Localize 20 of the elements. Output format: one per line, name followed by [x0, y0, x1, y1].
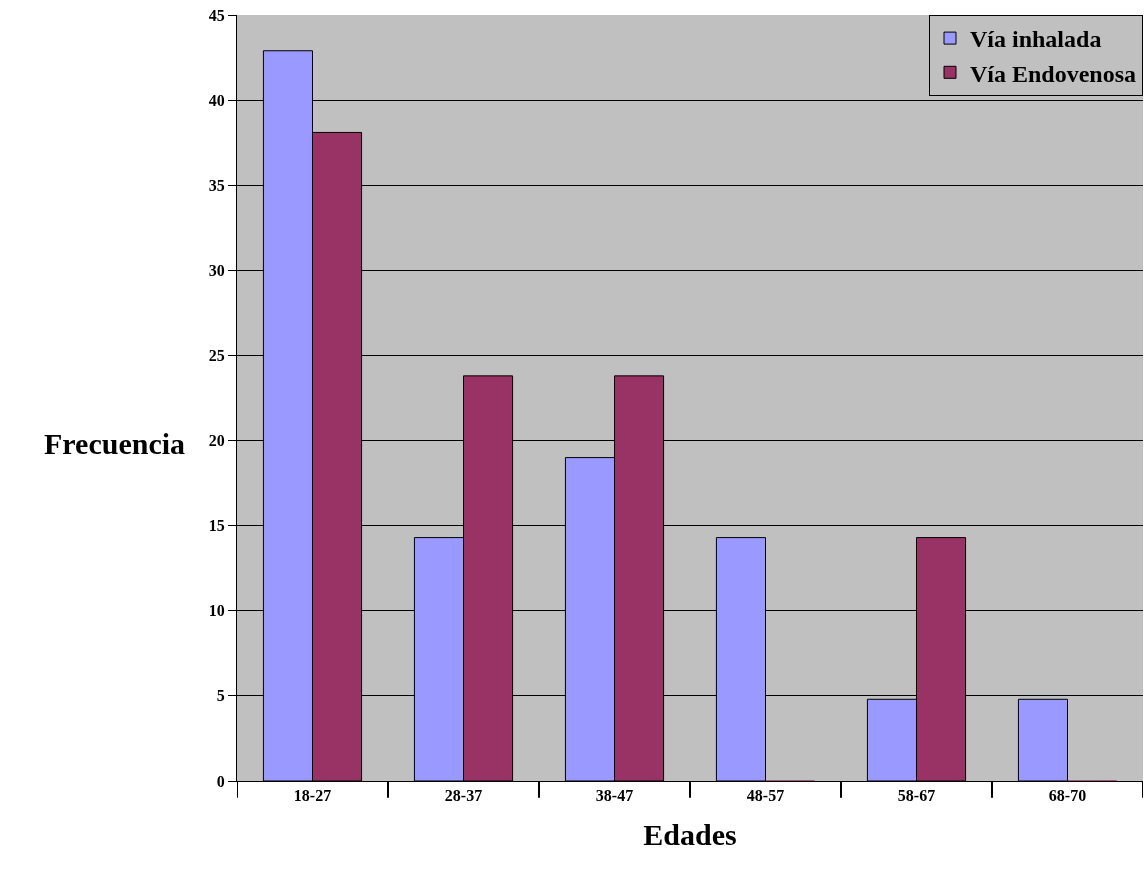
y-tick-label: 30 — [208, 261, 225, 279]
x-axis-title: Edades — [643, 817, 737, 851]
x-tick-label: 18-27 — [293, 787, 332, 805]
y-axis-title: Frecuencia — [44, 427, 186, 460]
legend-label: Vía Endovenosa — [970, 60, 1137, 87]
legend-label: Vía inhalada — [970, 26, 1102, 53]
y-tick-label: 45 — [208, 6, 225, 24]
y-tick-label: 0 — [216, 772, 225, 790]
x-tick-label: 38-47 — [595, 787, 634, 805]
y-tick-label: 40 — [208, 91, 225, 109]
y-tick-label: 10 — [208, 602, 225, 620]
y-tick-label: 35 — [208, 176, 225, 194]
y-tick-label: 5 — [216, 687, 225, 705]
y-tick-label: 15 — [208, 517, 225, 535]
x-tick-label: 58-67 — [897, 787, 936, 805]
x-tick-label: 68-70 — [1048, 787, 1087, 805]
x-tick-label: 28-37 — [444, 787, 483, 805]
y-tick-label: 20 — [208, 432, 225, 450]
x-tick-label: 48-57 — [746, 787, 785, 805]
y-tick-label: 25 — [208, 347, 225, 365]
